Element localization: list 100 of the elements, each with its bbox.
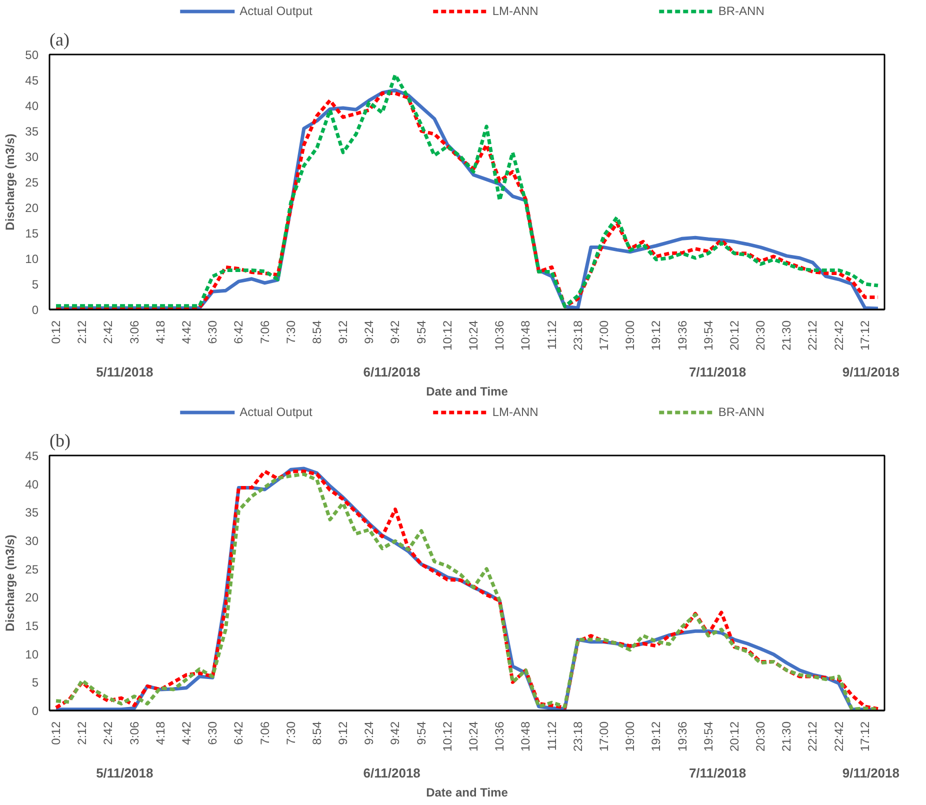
x-tick-label: 21:30 xyxy=(780,721,794,752)
x-tick-label: 19:54 xyxy=(701,721,716,752)
y-tick-label: 15 xyxy=(25,226,39,240)
legend-label: LM-ANN xyxy=(492,405,538,419)
x-tick-label: 7:06 xyxy=(258,721,272,745)
legend-label: LM-ANN xyxy=(492,4,538,18)
x-tick-label: 10:36 xyxy=(492,320,507,351)
x-tick-label: 0:12 xyxy=(49,721,64,745)
x-tick-label: 10:24 xyxy=(466,320,481,351)
y-axis-title: Discharge (m3/s) xyxy=(3,534,18,632)
y-tick-label: 0 xyxy=(32,303,39,317)
x-tick-label: 22:42 xyxy=(832,320,846,351)
x-tick-label: 3:06 xyxy=(127,320,142,344)
x-tick-label: 19:36 xyxy=(675,320,690,351)
x-tick-label: 10:36 xyxy=(492,721,507,752)
x-tick-label: 17:00 xyxy=(596,721,611,752)
x-tick-label: 3:06 xyxy=(127,721,142,745)
x-tick-label: 2:42 xyxy=(101,320,116,344)
legend-label: Actual Output xyxy=(240,405,312,419)
x-tick-label: 9:42 xyxy=(388,721,402,745)
text: 5/11/2018 xyxy=(96,766,154,780)
x-tick-label: 19:00 xyxy=(623,320,638,351)
x-tick-label: 2:12 xyxy=(75,721,90,745)
y-tick-label: 5 xyxy=(32,676,39,690)
x-tick-label: 19:12 xyxy=(649,320,664,351)
x-tick-label: 0:12 xyxy=(49,320,64,344)
x-tick-label: 21:30 xyxy=(780,320,794,351)
x-tick-label: 9:12 xyxy=(336,721,350,745)
x-tick-label: 6:30 xyxy=(206,320,220,344)
x-tick-label: 17:00 xyxy=(596,320,611,351)
y-tick-label: 50 xyxy=(25,48,39,62)
text: 7/11/2018 xyxy=(688,364,746,380)
x-tick-label: 9:42 xyxy=(388,320,402,344)
text: 5/11/2018 xyxy=(96,364,154,380)
y-tick-label: 30 xyxy=(25,150,39,164)
y-tick-label: 10 xyxy=(25,647,39,662)
x-tick-label: 4:42 xyxy=(179,320,194,344)
y-tick-label: 45 xyxy=(25,74,39,88)
x-tick-label: 8:54 xyxy=(310,721,324,745)
x-tick-label: 7:06 xyxy=(258,320,272,344)
x-tick-label: 4:42 xyxy=(179,721,194,745)
x-axis-title: Date and Time xyxy=(426,384,508,398)
y-tick-label: 45 xyxy=(25,449,39,463)
y-tick-label: 30 xyxy=(25,534,39,548)
x-tick-label: 10:12 xyxy=(440,721,454,752)
x-tick-label: 22:12 xyxy=(806,320,820,351)
text: 9/11/2018 xyxy=(842,766,900,780)
x-tick-label: 2:12 xyxy=(75,320,90,344)
x-tick-label: 22:42 xyxy=(832,721,846,752)
x-tick-label: 20:30 xyxy=(754,721,768,752)
x-tick-label: 11:12 xyxy=(544,721,559,751)
legend-label: BR-ANN xyxy=(718,4,764,18)
x-tick-label: 10:12 xyxy=(440,320,454,351)
chart-title: (a) xyxy=(50,30,70,50)
x-tick-label: 8:54 xyxy=(310,320,324,344)
y-tick-label: 20 xyxy=(25,201,39,215)
x-tick-label: 19:12 xyxy=(649,721,664,752)
x-tick-label: 9:54 xyxy=(414,721,428,745)
y-tick-label: 0 xyxy=(32,704,39,718)
y-tick-label: 35 xyxy=(25,506,39,520)
x-tick-label: 9:12 xyxy=(336,320,350,344)
x-tick-label: 6:30 xyxy=(206,721,220,745)
y-tick-label: 40 xyxy=(25,477,39,492)
x-tick-label: 19:54 xyxy=(701,320,716,351)
x-tick-label: 9:24 xyxy=(362,721,376,745)
x-tick-label: 2:42 xyxy=(101,721,116,745)
x-tick-label: 4:18 xyxy=(153,320,168,344)
x-tick-label: 7:30 xyxy=(284,721,298,745)
text: 6/11/2018 xyxy=(363,766,420,780)
y-tick-label: 5 xyxy=(32,278,39,292)
y-tick-label: 15 xyxy=(25,619,39,633)
x-tick-label: 9:54 xyxy=(414,320,428,344)
chart-title: (b) xyxy=(50,430,70,450)
x-tick-label: 6:42 xyxy=(232,721,246,745)
y-tick-label: 20 xyxy=(25,590,39,605)
x-tick-label: 10:48 xyxy=(518,721,533,752)
x-tick-label: 20:30 xyxy=(754,320,768,351)
x-tick-label: 10:48 xyxy=(518,320,533,351)
text: 6/11/2018 xyxy=(363,364,420,380)
text: 7/11/2018 xyxy=(688,766,746,780)
x-axis-title: Date and Time xyxy=(426,786,508,800)
text: 9/11/2018 xyxy=(842,364,900,380)
y-tick-label: 35 xyxy=(25,124,39,138)
x-tick-label: 20:12 xyxy=(727,320,742,351)
x-tick-label: 23:18 xyxy=(570,721,585,752)
x-tick-label: 4:18 xyxy=(153,721,168,745)
legend-label: Actual Output xyxy=(240,4,312,18)
y-tick-label: 25 xyxy=(25,176,39,190)
y-tick-label: 25 xyxy=(25,562,39,576)
x-tick-label: 10:24 xyxy=(466,721,481,752)
x-tick-label: 7:30 xyxy=(284,320,298,344)
y-axis-title: Discharge (m3/s) xyxy=(3,134,18,230)
x-tick-label: 17:12 xyxy=(858,721,872,752)
legend-label: BR-ANN xyxy=(718,405,764,419)
x-tick-label: 23:18 xyxy=(570,320,585,351)
x-tick-label: 9:24 xyxy=(362,320,376,344)
y-tick-label: 40 xyxy=(25,99,39,113)
x-tick-label: 20:12 xyxy=(727,721,742,752)
x-tick-label: 19:36 xyxy=(675,721,690,752)
y-tick-label: 10 xyxy=(25,252,39,266)
